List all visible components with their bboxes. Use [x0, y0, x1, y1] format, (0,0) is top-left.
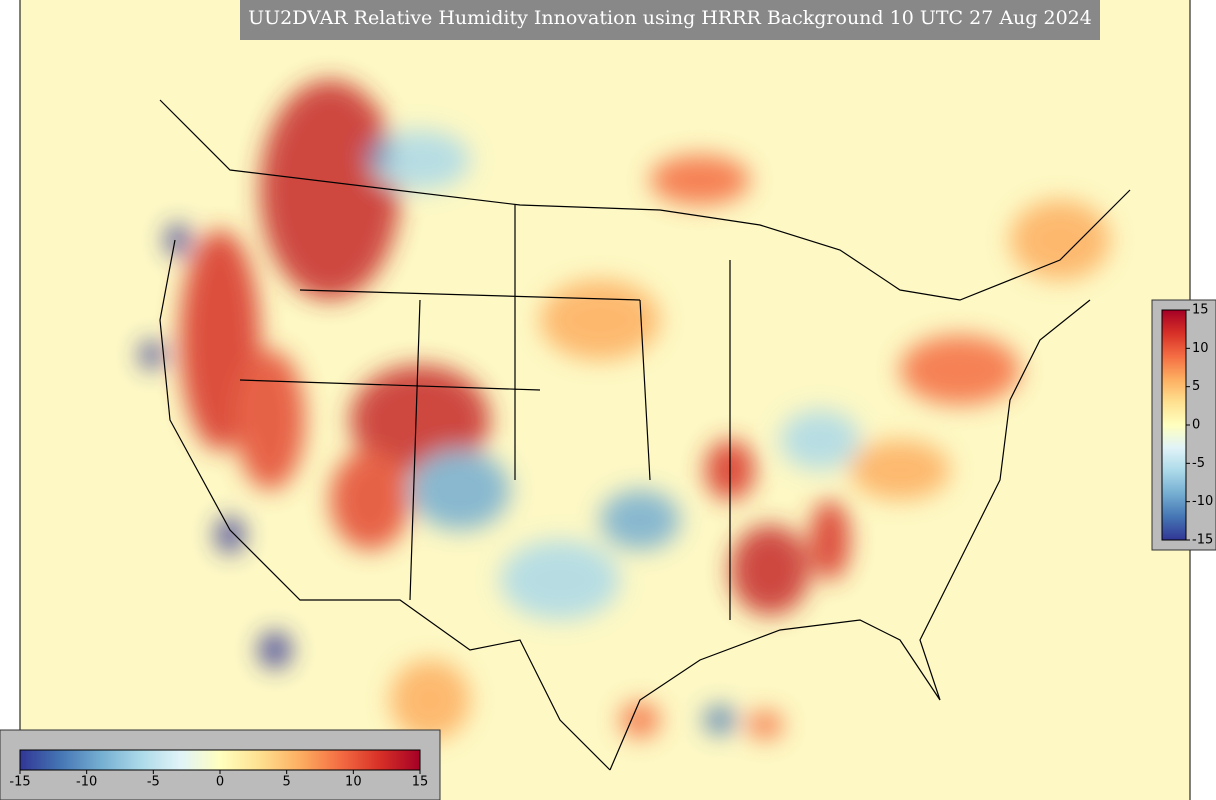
humidity-field: [140, 80, 1110, 740]
tick-label: 0: [1192, 418, 1200, 433]
tick-label: -5: [1192, 456, 1205, 471]
tick-label: 15: [1192, 303, 1209, 318]
tick-label: -10: [76, 775, 97, 790]
tick-label: -15: [9, 775, 30, 790]
tick-label: -10: [1192, 494, 1213, 509]
map-title: UU2DVAR Relative Humidity Innovation usi…: [248, 7, 1092, 29]
tick-label: 0: [216, 775, 224, 790]
tick-label: -5: [147, 775, 160, 790]
borders: [159, 99, 1131, 771]
tick-label: 10: [1192, 341, 1209, 356]
tick-label: 15: [412, 775, 429, 790]
tick-label: -15: [1192, 533, 1213, 548]
title-box: [240, 0, 1100, 40]
tick-label: 5: [283, 775, 291, 790]
colorbar-vertical: [1161, 309, 1187, 541]
colorbar-horizontal: [19, 749, 421, 771]
tick-label: 10: [345, 775, 362, 790]
tick-label: 5: [1192, 379, 1200, 394]
